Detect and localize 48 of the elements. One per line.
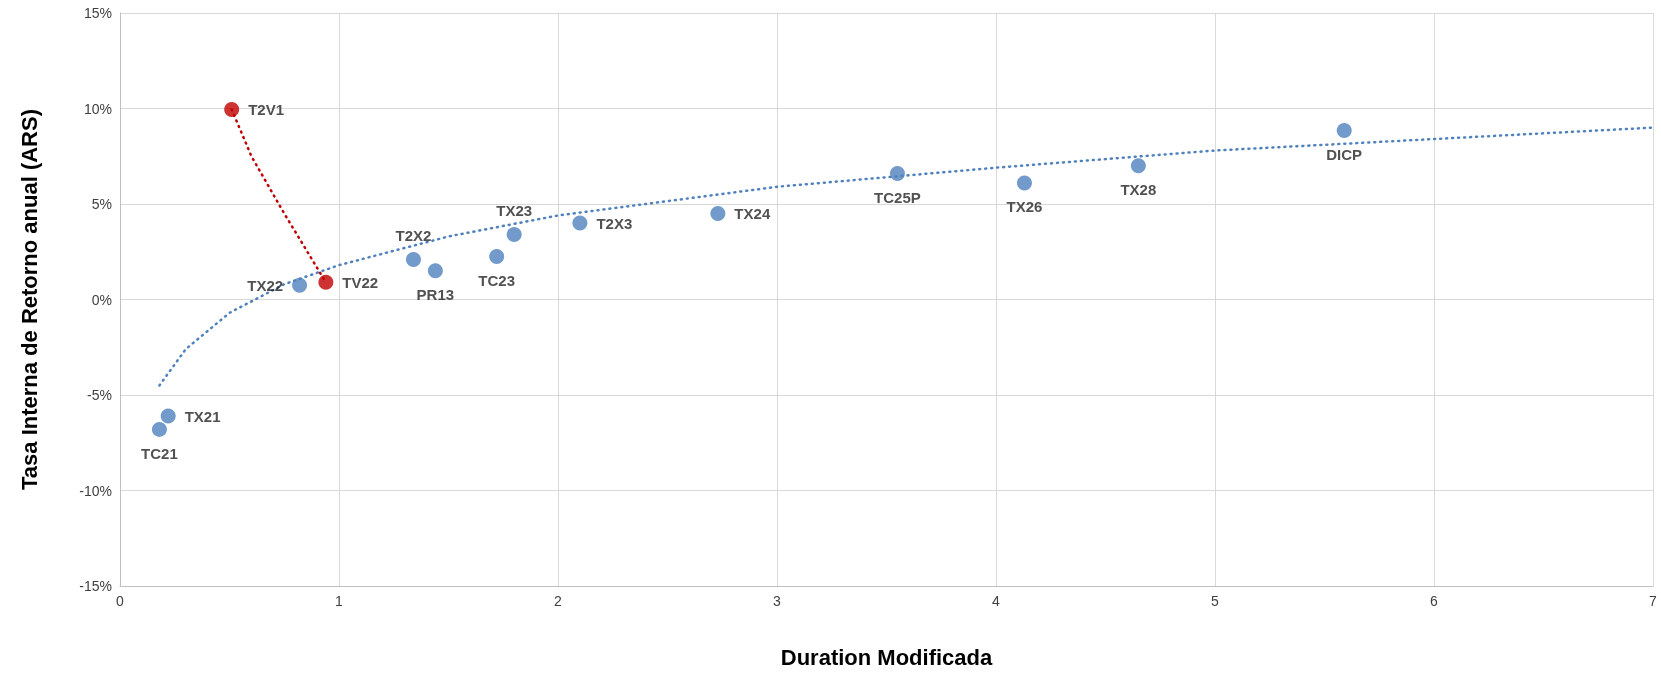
data-label: TX28 <box>1120 181 1157 199</box>
data-label: TC21 <box>141 444 178 462</box>
x-tick-label: 7 <box>1649 593 1658 609</box>
y-tick-label: -5% <box>87 387 112 403</box>
point <box>224 101 240 117</box>
y-tick-label: 10% <box>83 100 112 117</box>
data-label: T2X2 <box>395 226 432 244</box>
data-label: TX22 <box>247 276 284 294</box>
x-tick-label: 0 <box>116 593 125 609</box>
data-label: TX24 <box>734 205 771 223</box>
line-series <box>158 126 1655 387</box>
point <box>572 215 588 231</box>
y-tick-label: -10% <box>79 482 112 499</box>
data-label: TC25P <box>874 188 921 206</box>
point <box>292 277 308 293</box>
x-tick-label: 1 <box>335 593 344 609</box>
data-label: TX23 <box>496 202 533 220</box>
y-tick-label: 5% <box>91 196 112 212</box>
point <box>1336 122 1352 138</box>
x-axis-title: Duration Modificada <box>780 644 993 670</box>
x-tick-label: 3 <box>773 593 782 609</box>
data-label: TV22 <box>342 273 379 291</box>
point <box>318 274 334 290</box>
data-label: T2X3 <box>596 214 633 232</box>
x-tick-label: 5 <box>1211 593 1220 609</box>
data-label: PR13 <box>416 286 455 304</box>
point <box>427 263 443 279</box>
point <box>710 206 726 222</box>
point <box>151 421 167 437</box>
data-label: DICP <box>1326 145 1363 163</box>
data-label: T2V1 <box>248 100 285 118</box>
point <box>489 249 505 265</box>
point <box>506 227 522 243</box>
data-label: TX21 <box>184 407 221 425</box>
point <box>405 251 421 267</box>
x-tick-label: 6 <box>1430 593 1439 609</box>
data-label: TX26 <box>1006 198 1043 216</box>
x-tick-label: 4 <box>992 593 1001 609</box>
y-tick-label: -15% <box>79 578 112 594</box>
y-tick-label: 15% <box>83 5 112 21</box>
x-tick-label: 2 <box>554 593 563 609</box>
y-axis-title: Tasa Interna de Retorno anual (ARS) <box>16 109 42 490</box>
point <box>889 165 905 181</box>
point <box>1016 175 1032 191</box>
point <box>1130 158 1146 174</box>
point <box>160 408 176 424</box>
data-label: TC23 <box>478 272 516 290</box>
y-tick-label: 0% <box>91 291 112 308</box>
